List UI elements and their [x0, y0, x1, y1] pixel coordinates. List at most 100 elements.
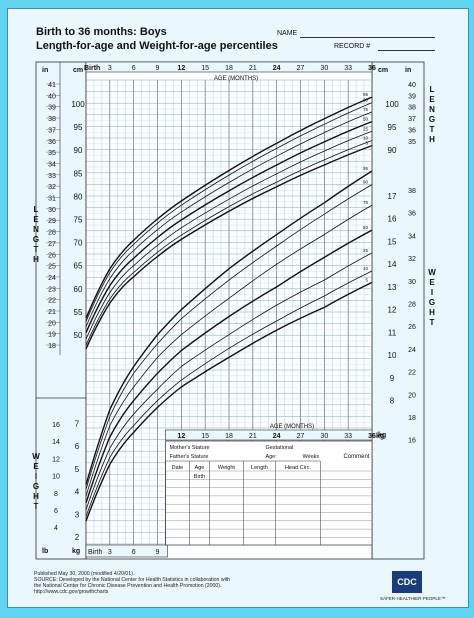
- left-lb-tick: 8: [54, 491, 58, 498]
- bottom-age-tick: 3: [108, 549, 112, 556]
- right-axis-panel: [371, 61, 425, 560]
- length-p95-curve-label: 95: [363, 92, 369, 97]
- right-lb-tick: 16: [408, 438, 416, 445]
- top-age-tick: 21: [249, 65, 257, 72]
- in-tick: 21: [48, 309, 56, 316]
- gest-age-label: Age:: [265, 454, 277, 460]
- right-kg-unit-label: kg: [378, 432, 386, 439]
- top-age-bar: [85, 61, 373, 73]
- in-unit-label: in: [42, 67, 48, 74]
- right-lb-tick: 28: [408, 302, 416, 309]
- in-tick: 26: [48, 252, 56, 259]
- right-lb-tick: 18: [408, 415, 416, 422]
- right-cm-unit-label: cm: [378, 67, 388, 74]
- weight-p10-curve: [85, 270, 373, 517]
- name-label: NAME: [277, 30, 298, 37]
- right-kg-tick: 15: [388, 237, 397, 246]
- kg-unit-label: kg: [72, 548, 80, 555]
- right-in-unit-label: in: [405, 67, 411, 74]
- right-cm-tick: 90: [388, 146, 397, 155]
- weight-p95-curve-label: 95: [363, 166, 369, 171]
- right-kg-tick: 8: [390, 397, 395, 406]
- right-lb-tick: 26: [408, 324, 416, 331]
- cm-unit-label: cm: [73, 67, 83, 74]
- left-kg-tick: 5: [75, 465, 80, 474]
- footer-published: Published May 30, 2000 (modified 4/20/01…: [34, 571, 135, 577]
- record-field[interactable]: [378, 50, 435, 51]
- length-p75-curve-label: 75: [363, 107, 369, 112]
- in-tick: 34: [48, 161, 56, 168]
- length-p90-curve: [85, 102, 373, 322]
- right-lb-tick: 22: [408, 370, 416, 377]
- weight-p90-curve-label: 90: [363, 180, 369, 185]
- top-age-tick: 30: [320, 65, 328, 72]
- right-lb-tick: 38: [408, 188, 416, 195]
- weight-p50-curve-label: 50: [363, 225, 369, 230]
- mid-age-tick: 36: [368, 433, 376, 440]
- mid-age-tick: 30: [320, 433, 328, 440]
- in-tick: 31: [48, 196, 56, 203]
- right-kg-tick: 16: [388, 215, 397, 224]
- in-tick: 37: [48, 127, 56, 134]
- right-lb-tick: 24: [408, 347, 416, 354]
- right-cm-tick: 100: [385, 100, 399, 109]
- in-tick: 40: [48, 93, 56, 100]
- bottom-age-tick: 6: [132, 549, 136, 556]
- table-column-header: Date: [172, 465, 184, 471]
- data-table: [165, 440, 373, 546]
- mid-age-tick: 27: [297, 433, 305, 440]
- footer-url[interactable]: http://www.cdc.gov/growthcharts: [34, 589, 109, 595]
- left-kg-tick: 4: [75, 488, 80, 497]
- table-column-header: Length: [251, 465, 268, 471]
- table-column-header: Weight: [218, 465, 235, 471]
- right-lb-tick: 32: [408, 256, 416, 263]
- top-age-tick: 6: [132, 65, 136, 72]
- length-p25-curve: [85, 130, 373, 340]
- cm-tick: 100: [71, 100, 85, 109]
- left-kg-tick: 7: [75, 419, 80, 428]
- right-kg-tick: 12: [388, 306, 397, 315]
- left-lb-tick: 14: [52, 439, 60, 446]
- top-age-tick: 15: [201, 65, 209, 72]
- cm-tick: 85: [74, 169, 83, 178]
- right-kg-tick: 13: [388, 283, 397, 292]
- weight-p50-curve: [85, 229, 373, 504]
- in-tick: 25: [48, 264, 56, 271]
- fathers-stature-label: Father's Stature: [169, 454, 208, 460]
- right-in-tick: 40: [408, 82, 416, 89]
- mid-age-tick: 21: [249, 433, 257, 440]
- in-tick: 38: [48, 116, 56, 123]
- mid-age-tick: 24: [273, 433, 281, 440]
- in-tick: 32: [48, 184, 56, 191]
- left-lb-tick: 10: [52, 474, 60, 481]
- length-p50-curve: [85, 120, 373, 333]
- length-p75-curve: [85, 111, 373, 327]
- top-age-tick: 33: [344, 65, 352, 72]
- lb-unit-label: lb: [42, 548, 48, 555]
- right-in-tick: 36: [408, 127, 416, 134]
- mothers-stature-label: Mother's Stature: [169, 445, 209, 451]
- cm-tick: 60: [74, 285, 83, 294]
- in-tick: 36: [48, 139, 56, 146]
- top-age-tick: 24: [273, 65, 281, 72]
- weight-p95-curve: [85, 170, 373, 485]
- chart-title: Birth to 36 months: Boys: [36, 26, 167, 38]
- weight-p75-curve: [85, 204, 373, 497]
- top-age-tick: 18: [225, 65, 233, 72]
- top-age-tick: 27: [297, 65, 305, 72]
- name-field[interactable]: [300, 37, 435, 38]
- right-lb-tick: 36: [408, 211, 416, 218]
- cm-tick: 80: [74, 192, 83, 201]
- left-lb-tick: 6: [54, 508, 58, 515]
- in-tick: 28: [48, 230, 56, 237]
- left-kg-tick: 6: [75, 442, 80, 451]
- in-tick: 27: [48, 241, 56, 248]
- bottom-age-tick: 9: [156, 549, 160, 556]
- right-in-tick: 37: [408, 116, 416, 123]
- right-kg-tick: 10: [388, 351, 397, 360]
- weight-p25-curve: [85, 252, 373, 510]
- footer-source: SOURCE: Developed by the National Center…: [34, 577, 231, 583]
- weight-p90-curve: [85, 184, 373, 490]
- left-lb-tick: 4: [54, 525, 58, 532]
